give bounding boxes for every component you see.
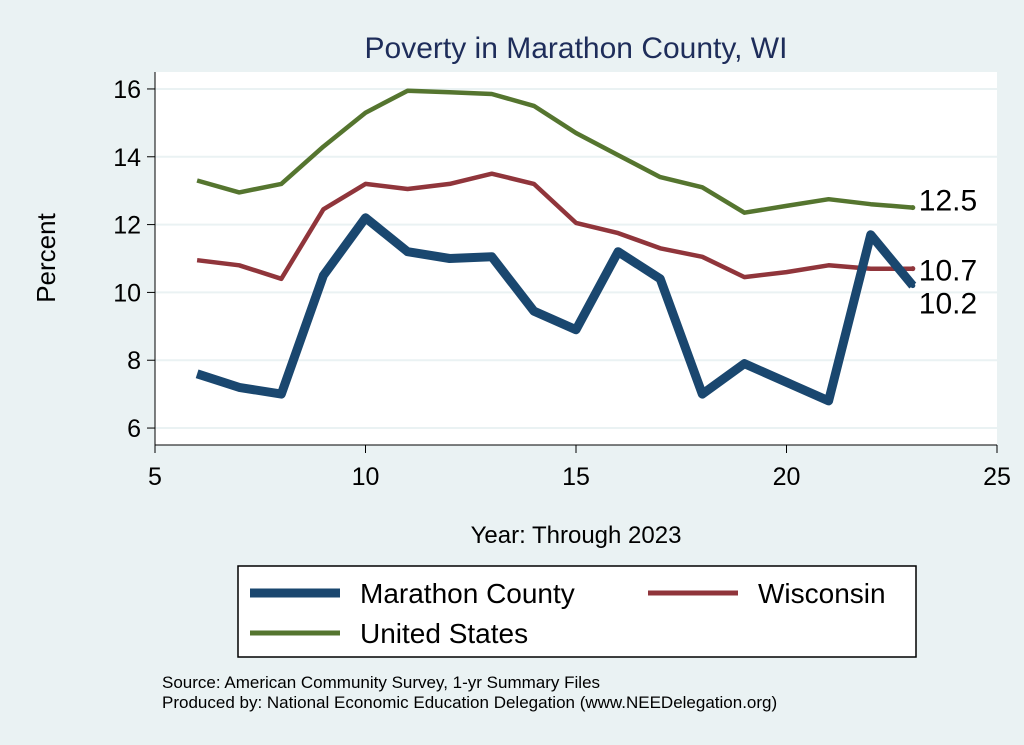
y-tick-label: 6 [127, 415, 141, 443]
end-label-marathon-county: 10.2 [919, 288, 977, 321]
producer-note: Produced by: National Economic Education… [162, 693, 777, 712]
end-labels: 10.210.7 12.5 [919, 185, 977, 321]
series-lines [195, 88, 917, 406]
series-line-marathon-county [195, 213, 917, 406]
x-tick-label: 15 [562, 463, 590, 491]
y-tick-label: 8 [127, 347, 141, 375]
y-axis-label: Percent [31, 212, 61, 302]
y-tick-label: 10 [113, 279, 141, 307]
x-tick-label: 25 [983, 463, 1011, 491]
end-point-wisconsin [910, 266, 916, 272]
end-label-wisconsin: 10.7 [919, 255, 977, 288]
x-ticks: 5 10 15 20 25 [148, 445, 1011, 491]
end-point-united-states [910, 205, 916, 211]
legend-label-us: United States [360, 618, 528, 649]
x-tick-label: 20 [773, 463, 801, 491]
x-axis-label: Year: Through 2023 [471, 522, 682, 549]
end-label-united-states: 12.5 [919, 185, 977, 218]
y-tick-label: 16 [113, 76, 141, 104]
y-tick-label: 12 [113, 212, 141, 240]
y-ticks: 6 8 10 12 14 16 [113, 76, 155, 443]
legend-label-wisconsin: Wisconsin [758, 578, 886, 609]
legend: Marathon County Wisconsin United States [237, 565, 917, 658]
series-line-united-states [196, 88, 913, 215]
legend-box [237, 565, 917, 658]
end-point-marathon-county [910, 283, 916, 289]
x-tick-label: 5 [148, 463, 162, 491]
chart-title: Poverty in Marathon County, WI [365, 32, 788, 65]
x-tick-label: 10 [352, 463, 380, 491]
y-tick-label: 14 [113, 144, 141, 172]
source-note: Source: American Community Survey, 1-yr … [162, 673, 600, 692]
series-line-wisconsin [196, 171, 913, 282]
legend-label-marathon: Marathon County [360, 578, 575, 609]
